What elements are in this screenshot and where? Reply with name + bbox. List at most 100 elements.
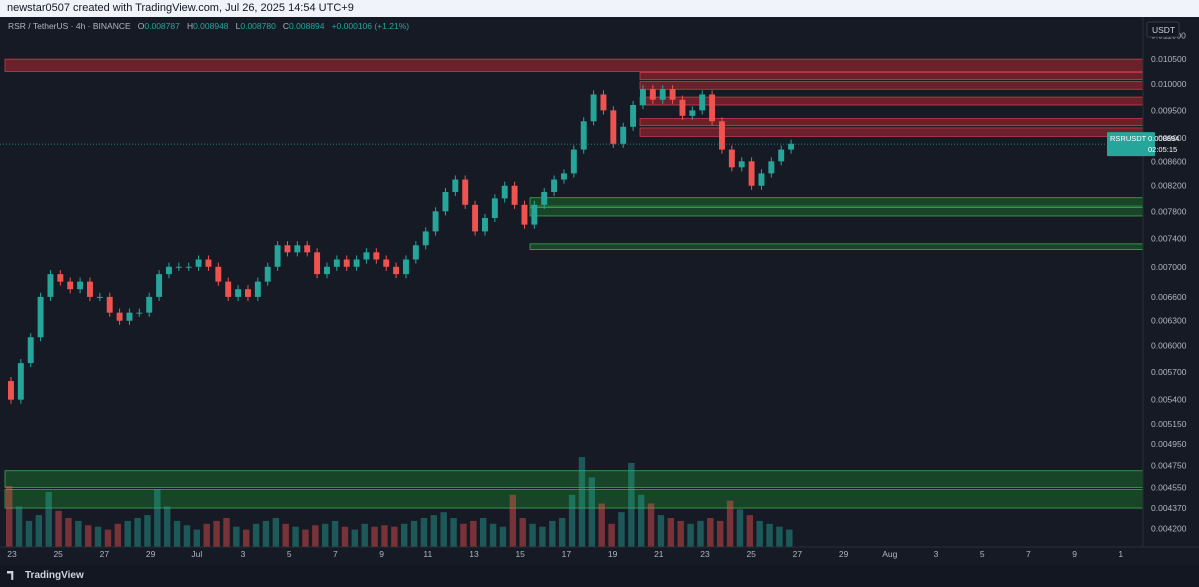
candle-body — [17, 363, 24, 400]
candle-body — [491, 198, 498, 218]
volume-bar — [361, 523, 368, 547]
x-tick-label: 27 — [100, 549, 110, 559]
candle-body — [699, 94, 706, 111]
volume-bar — [154, 489, 161, 547]
candle-body — [343, 259, 350, 267]
volume-bar — [282, 523, 289, 547]
candle-body — [719, 121, 725, 150]
x-tick-label: 3 — [934, 549, 939, 559]
candle-body — [284, 245, 291, 253]
candle-body — [225, 281, 232, 297]
y-tick-label: 0.005400 — [1151, 395, 1187, 405]
chart-pane[interactable]: 0.0110000.0105000.0100000.0095000.009000… — [0, 17, 1199, 565]
candle-body — [689, 110, 696, 116]
chart-background — [0, 17, 1199, 565]
candle-body — [659, 89, 666, 100]
candle-body — [590, 94, 597, 122]
candle-body — [116, 312, 123, 321]
y-tick-label: 0.004550 — [1151, 482, 1187, 492]
volume-bar — [559, 518, 566, 547]
volume-bar — [104, 529, 112, 547]
volume-bar — [45, 491, 52, 547]
supply-zone — [639, 96, 1144, 106]
supply-zone — [4, 58, 1144, 72]
volume-bar — [746, 515, 754, 547]
close-key: C — [282, 21, 290, 31]
x-tick-label: 1 — [1118, 549, 1123, 559]
volume-bar — [144, 515, 151, 547]
volume-bar — [786, 529, 793, 547]
volume-bar — [401, 523, 408, 547]
candle-body — [126, 312, 133, 321]
volume-bar — [726, 500, 734, 547]
x-tick-label: 9 — [379, 549, 384, 559]
x-tick-label: 19 — [608, 549, 618, 559]
volume-bar — [440, 512, 447, 547]
volume-bar — [341, 526, 349, 547]
y-tick-label: 0.007800 — [1151, 206, 1187, 216]
x-tick-label: 29 — [146, 549, 156, 559]
x-tick-label: 3 — [241, 549, 246, 559]
y-tick-label: 0.006000 — [1151, 341, 1187, 351]
low-value: 0.008780 — [240, 21, 276, 31]
volume-bar — [687, 523, 694, 547]
candle-body — [403, 259, 409, 275]
volume-bar — [85, 525, 92, 547]
candle-body — [383, 259, 390, 267]
candle-body — [679, 99, 686, 116]
candle-body — [353, 259, 360, 267]
price-tag-value: 0.008894 — [1148, 134, 1179, 143]
candle-body — [27, 337, 34, 364]
y-tick-label: 0.005150 — [1151, 419, 1187, 429]
x-tick-label: 9 — [1072, 549, 1077, 559]
demand-zone — [529, 243, 1144, 250]
candle-body — [748, 161, 755, 186]
candle-body — [294, 245, 301, 253]
supply-zone — [639, 81, 1144, 90]
candle-body — [669, 89, 676, 100]
candle-body — [640, 89, 646, 106]
volume-bar — [499, 526, 507, 547]
candle-body — [570, 149, 577, 174]
volume-bar — [519, 518, 526, 547]
volume-bar — [94, 526, 102, 547]
candle-body — [363, 252, 370, 260]
volume-bar — [391, 526, 398, 547]
y-tick-label: 0.004370 — [1151, 503, 1187, 513]
volume-bar — [766, 523, 773, 547]
candle-body — [728, 149, 735, 168]
volume-bar — [55, 510, 62, 547]
price-tag-symbol: RSRUSDT — [1110, 134, 1147, 143]
symbol-legend: RSR / TetherUS · 4h · BINANCE O0.008787 … — [8, 21, 409, 31]
volume-bar — [756, 520, 763, 547]
volume-bar — [6, 486, 13, 547]
supply-zone — [639, 118, 1144, 127]
currency-label: USDT — [1152, 25, 1175, 35]
y-tick-label: 0.009500 — [1151, 105, 1187, 115]
volume-bar — [578, 457, 586, 547]
volume-bar — [203, 523, 210, 547]
candle-body — [264, 266, 271, 282]
brand-label: TradingView — [25, 570, 84, 581]
candle-body — [531, 204, 538, 225]
volume-bar — [292, 526, 299, 547]
volume-bar — [134, 518, 141, 547]
candle-body — [462, 179, 469, 205]
price-chart[interactable]: 0.0110000.0105000.0100000.0095000.009000… — [0, 17, 1199, 565]
candle-body — [156, 274, 163, 297]
change-value: +0.000106 (+1.21%) — [331, 21, 410, 31]
currency-badge[interactable] — [1146, 21, 1180, 38]
x-tick-label: 15 — [515, 549, 525, 559]
volume-bar — [124, 520, 131, 547]
volume-bar — [667, 518, 675, 547]
volume-bar — [489, 523, 497, 547]
volume-bar — [25, 520, 33, 547]
candle-body — [245, 289, 251, 297]
candle-body — [136, 312, 143, 314]
volume-bar — [608, 523, 615, 547]
candle-body — [254, 281, 261, 297]
y-tick-label: 0.010500 — [1151, 54, 1187, 64]
candle-body — [472, 204, 479, 232]
volume-bar — [707, 518, 714, 547]
y-tick-label: 0.007000 — [1151, 262, 1187, 272]
